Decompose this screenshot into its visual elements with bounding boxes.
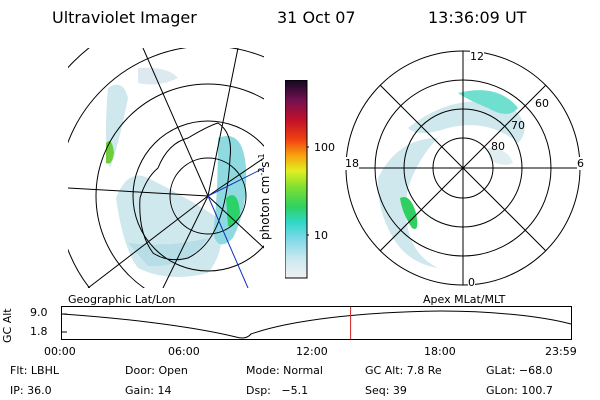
lat-label-60: 60 [535,97,549,110]
lat-label-80: 80 [491,140,505,153]
info-glon: GLon: 100.7 [486,384,553,397]
time-tick-1200: 12:00 [296,345,328,358]
mlt-label-12: 12 [470,50,484,63]
time-tick-2359: 23:59 [545,345,577,358]
info-gain: Gain: 14 [125,384,172,397]
info-gc-alt: GC Alt: 7.8 Re [365,364,442,377]
mlt-label-6: 6 [577,157,584,170]
info-door: Door: Open [125,364,188,377]
info-flt: Flt: LBHL [10,364,59,377]
altitude-plot [61,306,572,340]
colorbar-unit-label: photon cm-2s-1 [257,153,272,240]
magnetic-polar-image [345,50,581,286]
altitude-tick-top: 9.0 [30,306,48,319]
altitude-axis-label: GC Alt [1,308,14,343]
info-mode: Mode: Normal [246,364,323,377]
info-dsp: Dsp: −5.1 [246,384,309,397]
lat-label-70: 70 [511,119,525,132]
apex-caption: Apex MLat/MLT [423,293,506,306]
geographic-caption: Geographic Lat/Lon [68,293,176,306]
instrument-title: Ultraviolet Imager [52,8,197,27]
colorbar-label-10: 10 [314,229,328,242]
mlt-label-0: 0 [468,276,475,289]
colorbar [285,80,309,279]
time-tick-0000: 00:00 [44,345,76,358]
info-seq: Seq: 39 [365,384,407,397]
altitude-tick-bottom: 1.8 [30,325,48,338]
info-glat: GLat: −68.0 [486,364,553,377]
time-tick-0600: 06:00 [168,345,200,358]
time-tick-1800: 18:00 [424,345,456,358]
date-label: 31 Oct 07 [277,8,356,27]
geographic-image [68,48,264,288]
colorbar-label-100: 100 [314,141,335,154]
mlt-label-18: 18 [345,157,359,170]
info-ip: IP: 36.0 [10,384,52,397]
time-label: 13:36:09 UT [428,8,527,27]
